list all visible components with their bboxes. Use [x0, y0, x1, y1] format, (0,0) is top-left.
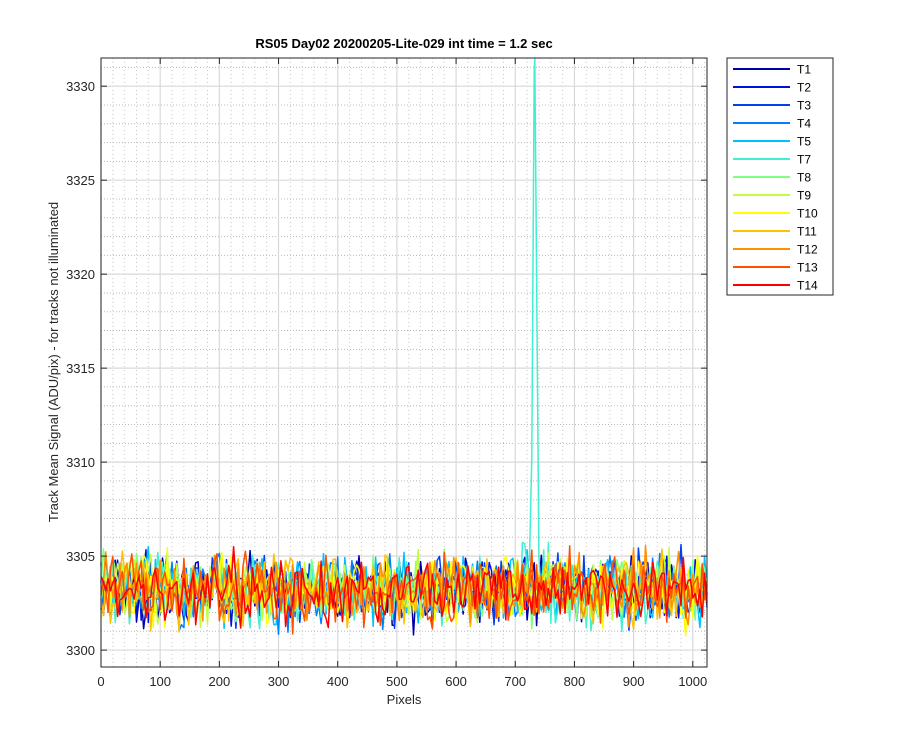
legend-label-t9: T9: [797, 189, 811, 203]
y-tick-label: 3325: [66, 173, 95, 188]
legend-label-t13: T13: [797, 261, 818, 275]
plot-frame: [100, 57, 708, 668]
legend-label-t10: T10: [797, 207, 818, 221]
legend-label-t1: T1: [797, 63, 811, 77]
grid-layer: [100, 58, 707, 667]
chart-title: RS05 Day02 20200205-Lite-029 int time = …: [255, 36, 552, 51]
y-tick-label: 3315: [66, 361, 95, 376]
y-tick-label: 3305: [66, 549, 95, 564]
legend-label-t12: T12: [797, 243, 818, 257]
legend-label-t3: T3: [797, 99, 811, 113]
legend-label-t7: T7: [797, 153, 811, 167]
legend-label-t4: T4: [797, 117, 811, 131]
x-tick-label: 500: [386, 674, 408, 689]
x-axis-label: Pixels: [387, 692, 422, 707]
legend: T1 T2 T3 T4 T5 T7 T8 T9 T10 T11 T12 T13 T14: [726, 57, 834, 296]
x-tick-label: 800: [564, 674, 586, 689]
x-tick-label: 700: [504, 674, 526, 689]
y-tick-label: 3330: [66, 79, 95, 94]
y-tick-label: 3320: [66, 267, 95, 282]
y-tick-label: 3310: [66, 455, 95, 470]
legend-label-t2: T2: [797, 81, 811, 95]
y-axis-label: Track Mean Signal (ADU/pix) - for tracks…: [46, 202, 61, 522]
tick-layer: 0 100 200 300 400 500 600 700 800 900 1000 3300 3305…: [66, 58, 707, 689]
legend-label-t11: T11: [797, 225, 817, 239]
x-tick-label: 300: [268, 674, 290, 689]
series-line-t14: [100, 545, 708, 629]
series-line-t13: [100, 545, 708, 635]
y-tick-label: 3300: [66, 643, 95, 658]
x-tick-label: 200: [209, 674, 231, 689]
series-layer: [100, 57, 708, 637]
legend-label-t8: T8: [797, 171, 811, 185]
x-tick-label: 1000: [678, 674, 707, 689]
x-tick-label: 400: [327, 674, 349, 689]
x-tick-label: 600: [445, 674, 467, 689]
x-tick-label: 0: [97, 674, 104, 689]
legend-items: T1 T2 T3 T4 T5 T7 T8 T9 T10 T11 T12 T13 T14: [733, 63, 818, 293]
legend-label-t14: T14: [797, 279, 818, 293]
legend-label-t5: T5: [797, 135, 811, 149]
x-tick-label: 100: [149, 674, 171, 689]
x-tick-label: 900: [623, 674, 645, 689]
